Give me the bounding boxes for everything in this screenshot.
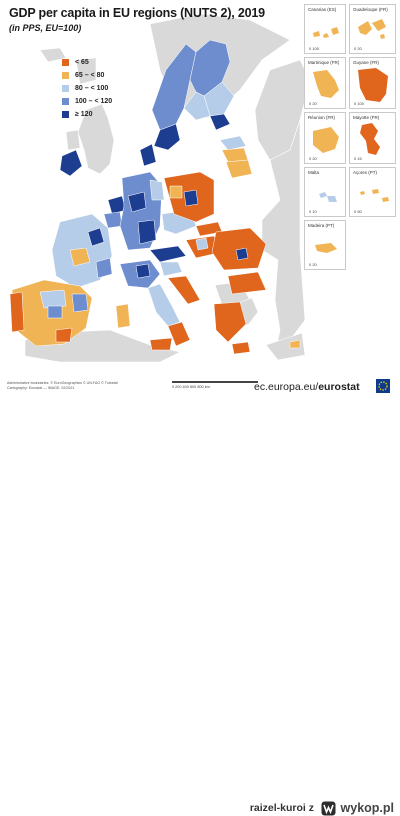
inset-scale: 0 100 [309,46,320,51]
inset-shape [358,68,388,102]
legend-label: 80 – < 100 [75,85,109,92]
inset-scale: 0 10 [309,209,317,214]
legend-item: ≥ 120 [62,108,112,121]
scale-bar-labels: 0 200 400 600 800 km [172,385,210,389]
eurostat-logo-icon [376,379,390,393]
inset-shape [360,123,380,155]
inset-title: Réunion (FR) [308,115,336,120]
inset-canarias: Canarias (ES) 0 100 [304,4,346,54]
inset-shape [358,19,386,39]
source-url-prefix: ec.europa.eu/ [254,381,319,393]
inset-martinique: Martinique (FR) 0 20 [304,57,346,109]
non-eu-northwest [65,103,115,175]
map-title: GDP per capita in EU regions (NUTS 2), 2… [9,6,265,20]
europe-map [9,13,311,363]
legend-label: 65 – < 80 [75,72,105,79]
legend-swatch [62,111,69,118]
inset-title: Mayotte (FR) [353,115,380,120]
eu-regions [9,39,301,355]
inset-acores: Açores (PT) 0 50 [349,167,396,217]
inset-title: Martinique (FR) [308,60,340,65]
legend-swatch [62,59,69,66]
inset-scale: 0 20 [309,101,317,106]
inset-scale: 0 50 [354,209,362,214]
inset-shape [319,192,337,202]
scale-bar-line [172,381,258,383]
legend-label: 100 – < 120 [75,98,113,105]
inset-scale: 0 100 [354,101,365,106]
watermark-brand: wykop.pl [340,801,394,815]
legend-item: 65 – < 80 [62,69,112,82]
inset-reunion: Réunion (FR) 0 20 [304,112,346,164]
legend-swatch [62,85,69,92]
inset-title: Guadeloupe (FR) [353,7,388,12]
footnote-boundaries: Administrative boundaries: © EuroGeograp… [7,381,118,385]
inset-scale: 0 20 [309,262,317,267]
inset-mayotte: Mayotte (FR) 0 15 [349,112,396,164]
legend-label: < 65 [75,59,89,66]
inset-title: Madeira (PT) [308,223,335,228]
inset-malta: Malta 0 10 [304,167,346,217]
map-subtitle: (in PPS, EU=100) [9,23,82,33]
inset-title: Guyane (FR) [353,60,380,65]
inset-guadeloupe: Guadeloupe (FR) 0 20 [349,4,396,54]
footnote-cartography: Cartography: Eurostat — IMAGE, 02/2021 [7,386,75,390]
inset-shape [313,70,339,98]
inset-title: Malta [308,170,320,175]
legend-swatch [62,72,69,79]
inset-shape [360,189,389,202]
inset-shape [313,27,339,38]
legend-item: 80 – < 100 [62,82,112,95]
inset-guyane: Guyane (FR) 0 100 [349,57,396,109]
inset-title: Açores (PT) [353,170,378,175]
inset-madeira: Madeira (PT) 0 20 [304,220,346,270]
map-figure: GDP per capita in EU regions (NUTS 2), 2… [0,0,400,400]
legend-item: 100 – < 120 [62,95,112,108]
wykop-logo-icon [321,801,336,816]
inset-scale: 0 20 [309,156,317,161]
source-url: ec.europa.eu/eurostat [254,381,360,393]
inset-shape [315,243,337,253]
inset-title: Canarias (ES) [308,7,337,12]
inset-scale: 0 15 [354,156,362,161]
legend: < 65 65 – < 80 80 – < 100 100 – < 120 ≥ … [62,56,112,121]
watermark-bar: raizel-kuroi z wykop.pl [0,400,400,816]
source-url-suffix: eurostat [318,381,360,393]
legend-item: < 65 [62,56,112,69]
scale-bar: 0 200 400 600 800 km [172,379,258,393]
legend-label: ≥ 120 [75,111,93,118]
watermark-user: raizel-kuroi z [249,802,314,814]
inset-shape [313,127,339,153]
legend-swatch [62,98,69,105]
inset-scale: 0 20 [354,46,362,51]
